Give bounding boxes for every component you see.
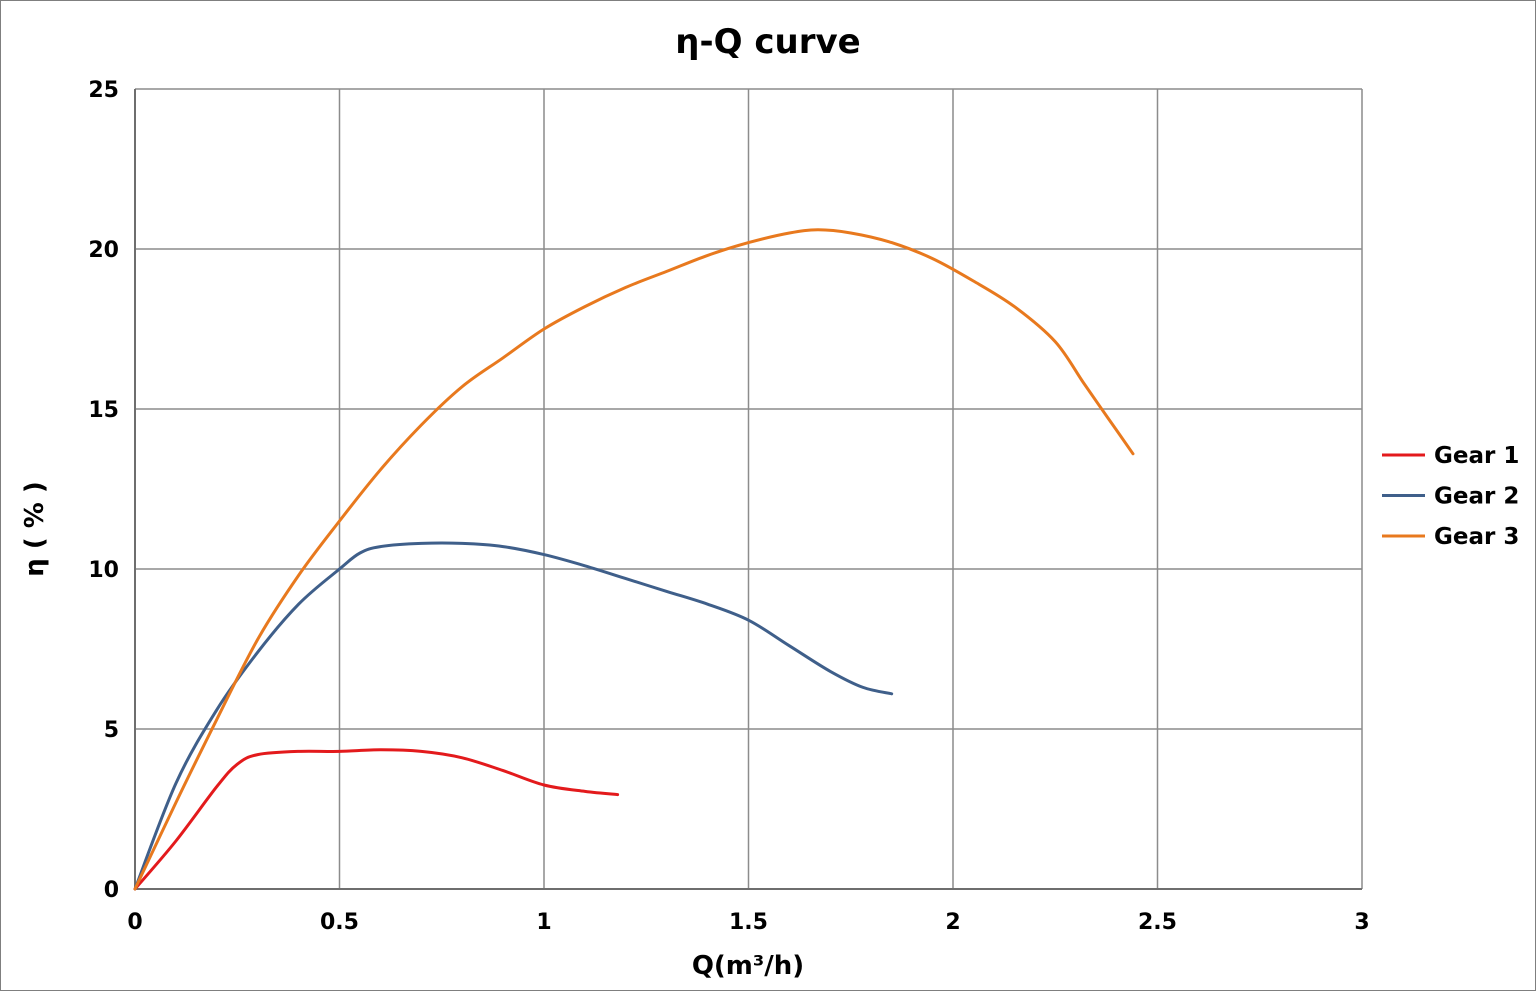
y-tick-label: 20 [88,238,119,263]
x-axis-title: Q(m³/h) [692,951,804,981]
chart-title: η-Q curve [675,22,860,62]
x-tick-label: 3 [1354,910,1369,935]
series-line-gear-3 [133,228,1135,891]
y-tick-label: 25 [88,78,119,103]
y-axis-title: η ( % ) [20,481,50,576]
series-line-gear-2 [133,541,894,891]
x-tick-label: 0.5 [320,910,359,935]
y-tick-label: 10 [88,558,119,583]
x-tick-label: 1 [536,910,551,935]
series-layer [133,228,1135,891]
legend-label-gear-2: Gear 2 [1434,484,1519,510]
x-tick-label: 0 [127,910,142,935]
x-tick-label: 1.5 [729,910,768,935]
grid-layer [134,88,1363,890]
series-line-gear-1 [133,748,620,891]
legend-label-gear-1: Gear 1 [1434,443,1519,469]
legend-label-gear-3: Gear 3 [1434,524,1519,550]
x-tick-label: 2.5 [1138,910,1177,935]
legend: Gear 1 Gear 2 Gear 3 [1382,443,1519,550]
y-tick-label: 5 [104,718,119,743]
y-tick-label: 15 [88,398,119,423]
y-tick-label: 0 [104,878,119,903]
tick-label-layer: 0 0.5 1 1.5 2 2.5 3 0 5 10 15 20 25 [88,78,1369,935]
x-tick-label: 2 [945,910,960,935]
